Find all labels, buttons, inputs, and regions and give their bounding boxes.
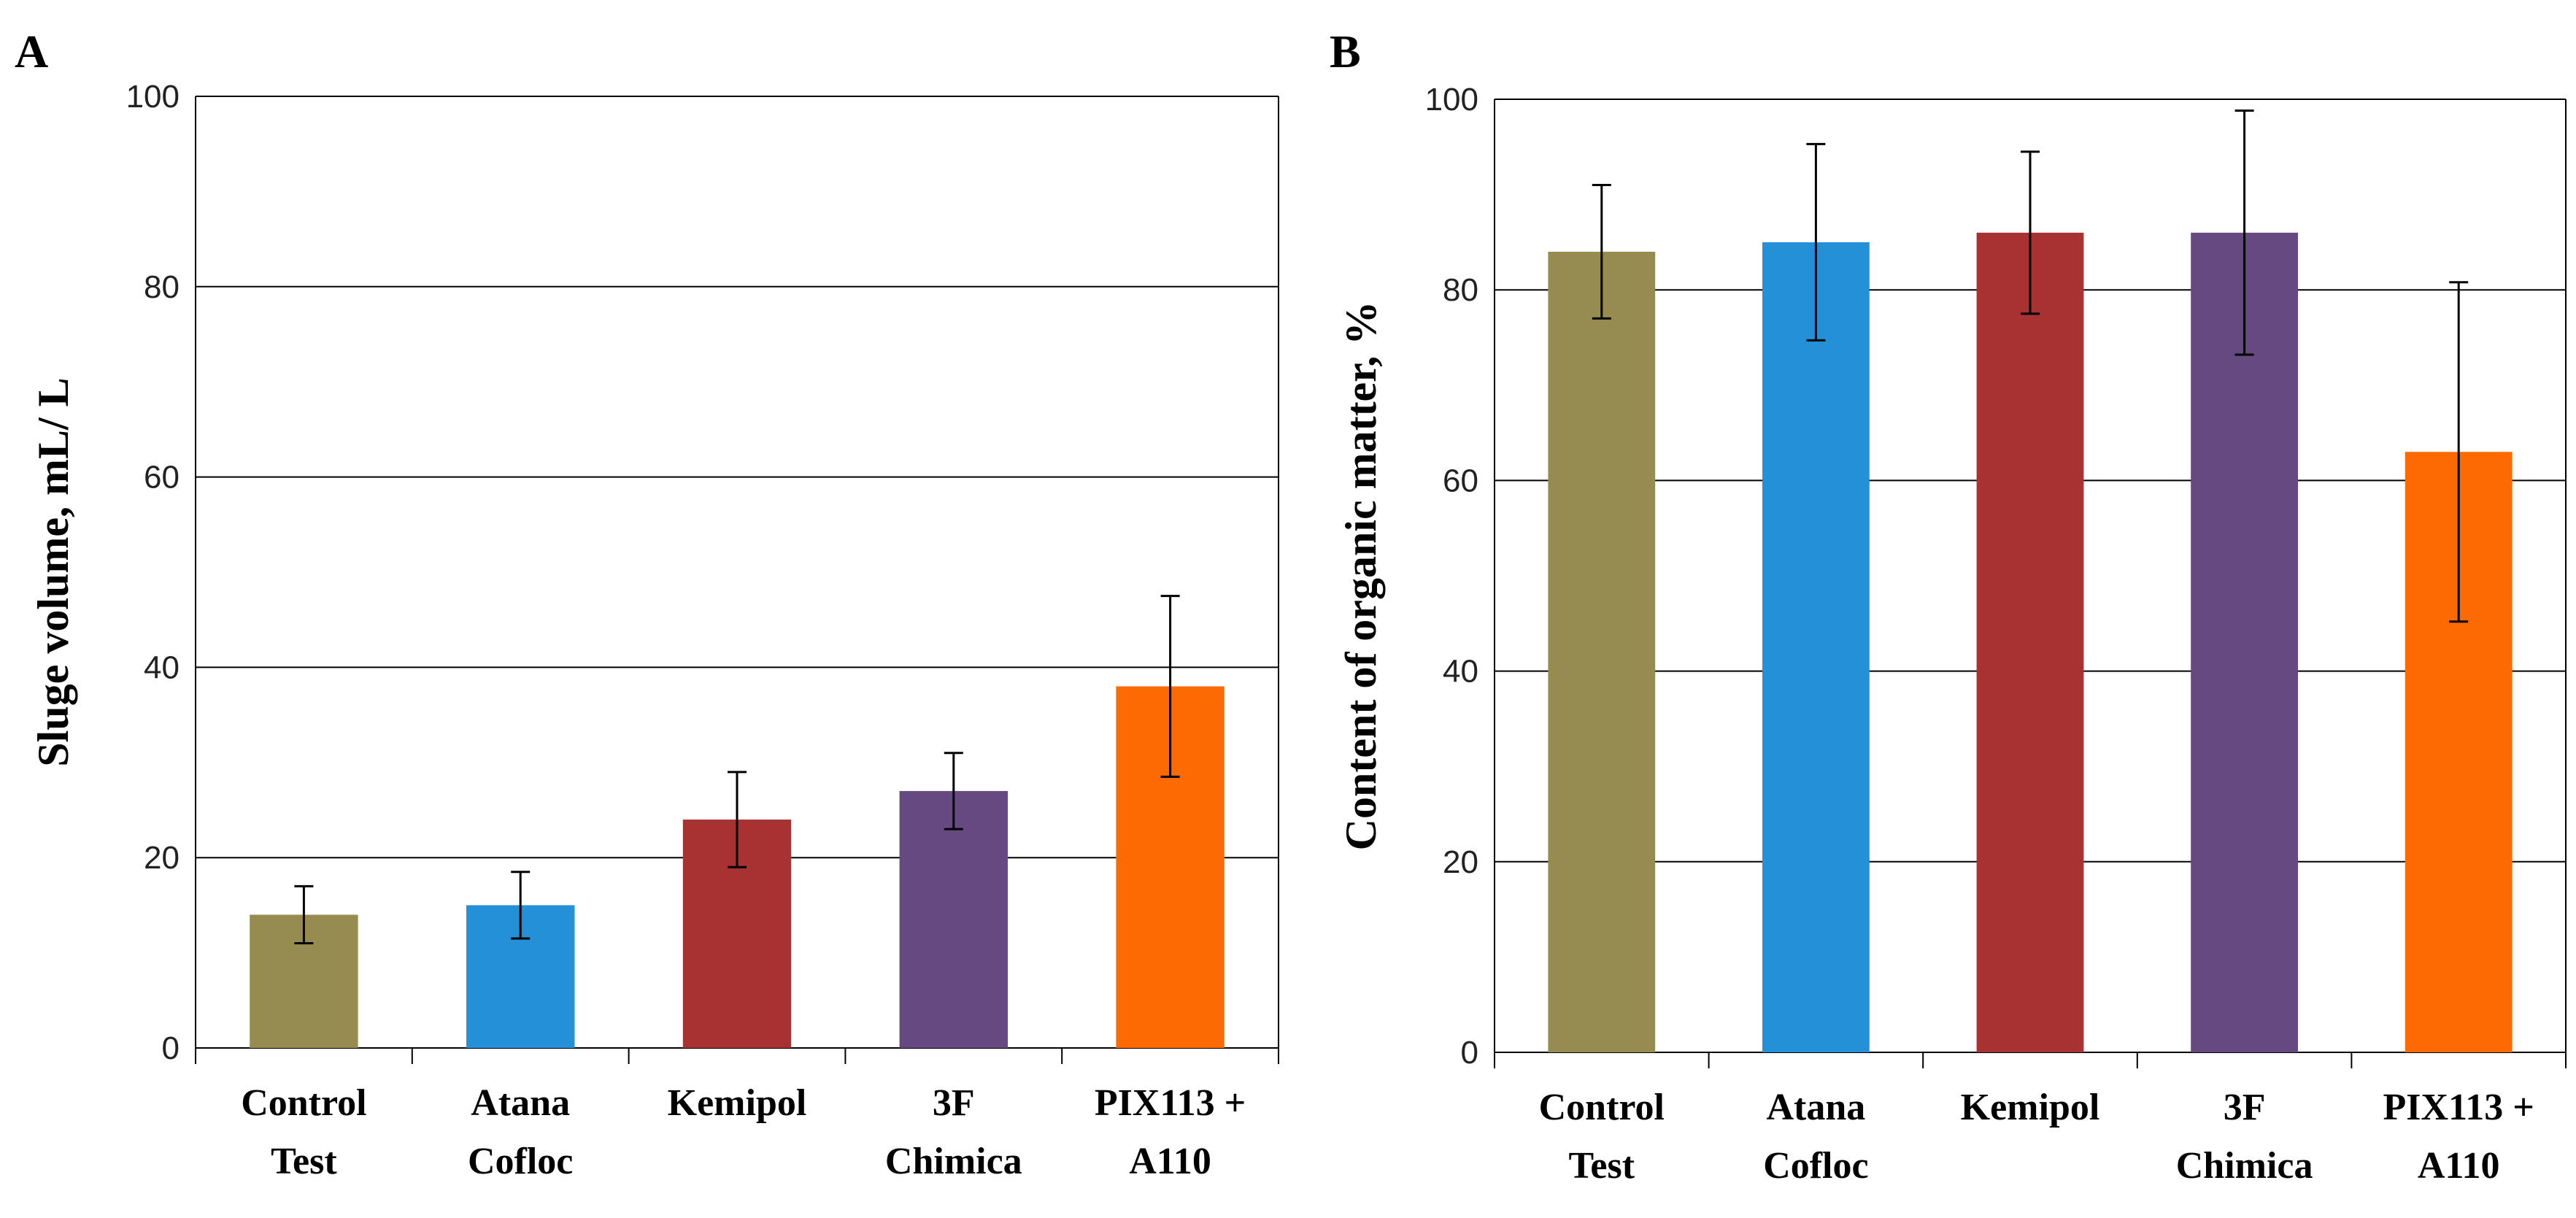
x-category-label: Kemipol [668,1082,807,1124]
x-category-label: Kemipol [1961,1087,2100,1128]
y-axis-label: Content of organic matter, % [1337,301,1385,851]
bar [1976,232,2084,1053]
x-category-label: Chimica [885,1141,1022,1182]
x-category-label: 3F [933,1082,975,1124]
x-category-label: A110 [2418,1145,2500,1187]
y-tick-label: 60 [144,460,180,496]
y-tick-label: 80 [1443,272,1478,308]
y-tick-label: 20 [1443,844,1478,880]
y-tick-label: 100 [126,79,180,115]
bar [1762,242,1870,1052]
panel-letter: B [1330,26,1361,77]
x-category-label: 3F [2224,1087,2266,1128]
x-category-label: PIX113 + [1095,1082,1246,1124]
y-tick-label: 60 [1443,463,1478,498]
x-category-label: Atana [1767,1087,1866,1128]
y-axis-label: Sluge volume, mL/ L [29,377,77,766]
bar [1548,251,1656,1053]
y-tick-label: 40 [1443,654,1478,690]
x-category-label: Test [271,1141,337,1182]
chart-panel-b: B 0 20 40 60 80 100 Control Test Atana Cofloc Kemip… [1330,26,2567,1187]
y-tick-label: 40 [144,650,180,685]
x-category-label: Atana [471,1082,570,1124]
x-category-label: A110 [1129,1141,1211,1182]
y-tick-label: 80 [144,269,180,305]
y-tick-label: 20 [144,840,180,876]
bar [2191,232,2298,1053]
x-category-label: Control [241,1082,366,1124]
y-tick-label: 100 [1425,82,1478,117]
x-category-label: Chimica [2176,1145,2313,1187]
x-category-label: PIX113 + [2383,1087,2534,1128]
chart-panel-a: A 0 20 40 60 80 100 Control Test Atana Cofloc Kemip… [15,26,1279,1182]
y-tick-label: 0 [162,1030,180,1066]
panel-letter: A [15,26,48,77]
x-category-label: Test [1569,1145,1635,1187]
x-category-label: Control [1539,1087,1665,1128]
bar [899,790,1008,1048]
x-category-label: Cofloc [1763,1145,1868,1187]
x-category-label: Cofloc [468,1141,573,1182]
y-tick-label: 0 [1461,1035,1478,1071]
